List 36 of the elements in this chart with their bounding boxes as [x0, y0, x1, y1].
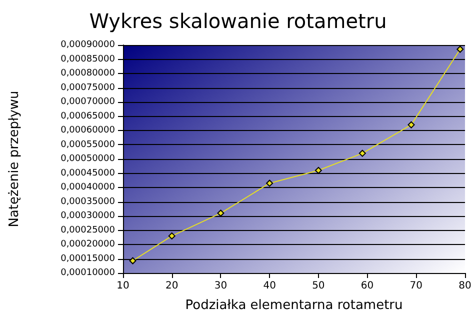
- point: [314, 166, 322, 174]
- y-tick-label: 0,00010000: [60, 268, 116, 278]
- y-tick-label: 0,00030000: [60, 211, 116, 221]
- y-tick-label: 0,00050000: [60, 154, 116, 164]
- point: [129, 257, 136, 264]
- y-tick-label: 0,00085000: [60, 54, 116, 64]
- y-tick-label: 0,00070000: [60, 97, 116, 107]
- point: [408, 121, 415, 128]
- x-tick-label: 30: [214, 280, 228, 292]
- y-tick-label: 0,00075000: [60, 82, 116, 93]
- point: [217, 210, 224, 217]
- x-tick-label: 60: [360, 280, 374, 292]
- y-tick-label: 0,00065000: [60, 111, 116, 122]
- y-tick-label: 0,00020000: [60, 240, 116, 250]
- y-tick-label: 0,00080000: [60, 68, 116, 78]
- y-tick-label: 0,00035000: [60, 196, 116, 207]
- point: [456, 46, 464, 53]
- point: [358, 150, 366, 157]
- y-tick-label: 0,00055000: [60, 140, 116, 150]
- y-tick-label: 0,00060000: [60, 126, 116, 136]
- x-tick-label: 40: [263, 280, 276, 292]
- y-tick-label: 0,00040000: [60, 182, 116, 192]
- y-axis-title: Natężenie przepływu: [7, 90, 22, 228]
- point: [168, 232, 176, 240]
- y-tick-label: 0,00025000: [60, 225, 116, 236]
- x-tick-label: 50: [312, 280, 325, 292]
- y-tick-label: 0,00015000: [60, 254, 116, 264]
- y-tick-label: 0,00090000: [60, 40, 116, 50]
- x-tick-label: 80: [458, 280, 472, 292]
- y-tick-label: 0,00045000: [60, 168, 116, 178]
- x-tick-label: 10: [116, 280, 130, 292]
- x-tick-label: 20: [165, 280, 178, 292]
- chart-title: Wykres skalowanie rotametru: [89, 9, 387, 33]
- point: [266, 180, 274, 187]
- x-tick-label: 70: [410, 280, 423, 292]
- x-axis-title: Podziałka elementarna rotametru: [185, 298, 403, 313]
